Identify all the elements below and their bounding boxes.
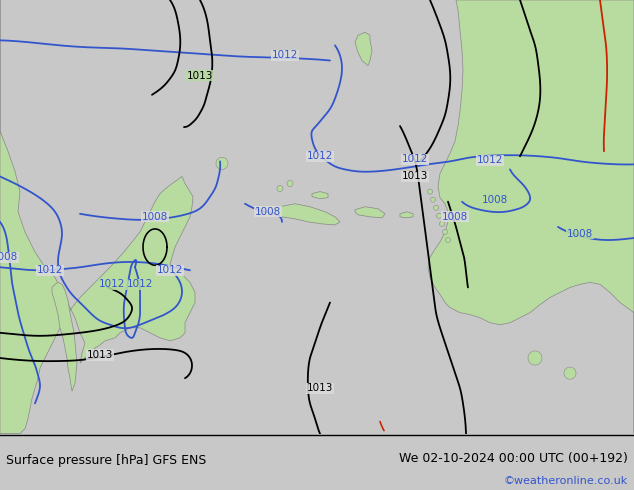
Text: We 02-10-2024 00:00 UTC (00+192): We 02-10-2024 00:00 UTC (00+192)	[399, 452, 628, 465]
Text: 1012: 1012	[127, 279, 153, 290]
Text: 1008: 1008	[142, 212, 168, 222]
Text: 1008: 1008	[567, 229, 593, 239]
Text: 1013: 1013	[87, 350, 113, 360]
Text: 1012: 1012	[307, 151, 333, 161]
Text: 1013: 1013	[402, 172, 428, 181]
Text: 1013: 1013	[307, 383, 333, 393]
Circle shape	[427, 189, 432, 194]
Circle shape	[564, 367, 576, 379]
Circle shape	[287, 180, 293, 187]
Polygon shape	[400, 212, 413, 218]
Circle shape	[528, 351, 542, 365]
Circle shape	[216, 157, 228, 170]
Polygon shape	[0, 0, 195, 434]
Text: Surface pressure [hPa] GFS ENS: Surface pressure [hPa] GFS ENS	[6, 454, 207, 467]
Circle shape	[434, 205, 439, 210]
Text: 1012: 1012	[477, 155, 503, 165]
Text: 1012: 1012	[157, 265, 183, 275]
Circle shape	[436, 213, 441, 219]
Text: 1008: 1008	[442, 212, 468, 222]
Polygon shape	[355, 207, 385, 218]
Text: 1013: 1013	[187, 71, 213, 81]
Polygon shape	[428, 0, 634, 434]
Text: ©weatheronline.co.uk: ©weatheronline.co.uk	[503, 476, 628, 486]
Text: 1008: 1008	[482, 195, 508, 205]
Text: 1008: 1008	[0, 252, 18, 262]
Polygon shape	[312, 192, 328, 198]
Circle shape	[277, 186, 283, 192]
Text: 1012: 1012	[402, 154, 428, 164]
Text: 1008: 1008	[255, 207, 281, 217]
Circle shape	[446, 238, 451, 243]
Circle shape	[443, 229, 448, 235]
Polygon shape	[355, 32, 372, 66]
Circle shape	[439, 221, 444, 226]
Polygon shape	[270, 204, 340, 225]
Text: 1012: 1012	[37, 265, 63, 275]
Circle shape	[430, 197, 436, 202]
Polygon shape	[52, 282, 77, 392]
Text: 1012: 1012	[99, 279, 125, 290]
Text: 1012: 1012	[272, 50, 298, 60]
